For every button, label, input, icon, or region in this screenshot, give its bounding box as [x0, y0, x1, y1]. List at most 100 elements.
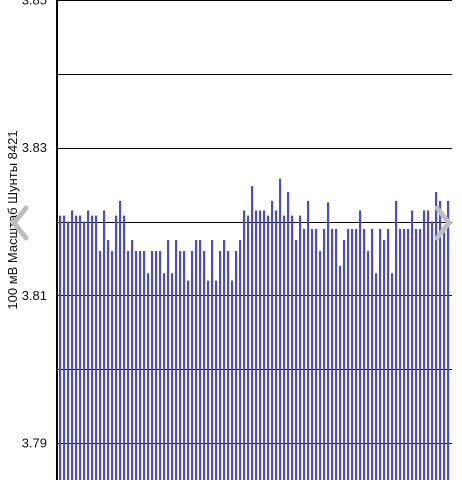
bar — [295, 240, 298, 480]
bar — [347, 228, 350, 480]
bar — [171, 273, 174, 480]
bar — [315, 228, 318, 480]
bar — [227, 251, 230, 480]
bar — [263, 210, 266, 480]
bar — [83, 221, 86, 480]
bar — [235, 251, 238, 480]
bar — [351, 228, 354, 480]
bar — [75, 215, 78, 480]
bar — [139, 251, 142, 480]
bar — [203, 251, 206, 480]
bar — [59, 215, 62, 480]
bar — [131, 240, 134, 480]
bar — [219, 251, 222, 480]
bar — [331, 228, 334, 480]
bar — [327, 202, 330, 480]
bar — [411, 210, 414, 480]
bar — [123, 215, 126, 480]
bar — [335, 228, 338, 480]
bar — [391, 273, 394, 480]
bar — [79, 215, 82, 480]
bar — [243, 210, 246, 480]
bar — [151, 251, 154, 480]
bar — [303, 228, 306, 480]
bar — [155, 251, 158, 480]
bar — [247, 215, 250, 480]
bar — [67, 221, 70, 480]
bar — [419, 228, 422, 480]
chevron-right-icon[interactable] — [434, 205, 452, 241]
bar — [427, 210, 430, 480]
chevron-left-icon[interactable] — [11, 205, 29, 241]
bar — [191, 251, 194, 480]
bar — [159, 251, 162, 480]
bar — [91, 215, 94, 480]
bar — [199, 240, 202, 480]
bar — [323, 228, 326, 480]
bar — [63, 215, 66, 480]
bar — [407, 228, 410, 480]
bar — [127, 251, 130, 480]
bar — [103, 210, 106, 480]
bar — [399, 228, 402, 480]
bar — [439, 200, 442, 480]
bar — [195, 240, 198, 480]
bar — [211, 240, 214, 480]
bar — [443, 228, 446, 480]
bar — [107, 240, 110, 480]
bar — [239, 240, 242, 480]
bar — [271, 200, 274, 480]
bar — [395, 200, 398, 480]
y-tick-label: 3.79 — [22, 436, 47, 451]
grid-lines — [57, 0, 452, 444]
bar — [71, 210, 74, 480]
bar — [231, 280, 234, 480]
bar — [359, 210, 362, 480]
bar — [403, 228, 406, 480]
bar — [175, 240, 178, 480]
bar — [283, 215, 286, 480]
y-axis-ticks: 3.85 3.83 3.81 3.79 — [22, 0, 47, 451]
bar — [343, 240, 346, 480]
bar — [287, 192, 290, 480]
bar — [215, 280, 218, 480]
bar — [259, 210, 262, 480]
bar — [423, 210, 426, 480]
bar — [371, 228, 374, 480]
bar — [339, 265, 342, 480]
bar-series — [59, 178, 450, 480]
bar — [135, 251, 138, 480]
bar — [415, 228, 418, 480]
bar — [355, 228, 358, 480]
bar — [291, 215, 294, 480]
bar — [267, 215, 270, 480]
y-tick-label: 3.81 — [22, 288, 47, 303]
bar — [119, 200, 122, 480]
bar — [307, 200, 310, 480]
bar — [115, 215, 118, 480]
bar — [299, 215, 302, 480]
bar — [387, 228, 390, 480]
bar — [111, 251, 114, 480]
bar — [251, 186, 254, 480]
bar — [379, 228, 382, 480]
bar — [147, 273, 150, 480]
bar — [279, 178, 282, 480]
bar — [431, 221, 434, 480]
bar — [87, 210, 90, 480]
bar — [375, 273, 378, 480]
bar — [163, 273, 166, 480]
bar — [99, 251, 102, 480]
bar — [319, 251, 322, 480]
bar — [363, 228, 366, 480]
y-tick-label: 3.85 — [22, 0, 47, 8]
bar — [207, 280, 210, 480]
bar — [95, 215, 98, 480]
bar — [179, 251, 182, 480]
bar — [275, 210, 278, 480]
bar — [143, 251, 146, 480]
bar — [167, 240, 170, 480]
y-axis-label: 100 мВ Масштаб Шунты 8421 — [5, 130, 20, 309]
bar — [383, 240, 386, 480]
